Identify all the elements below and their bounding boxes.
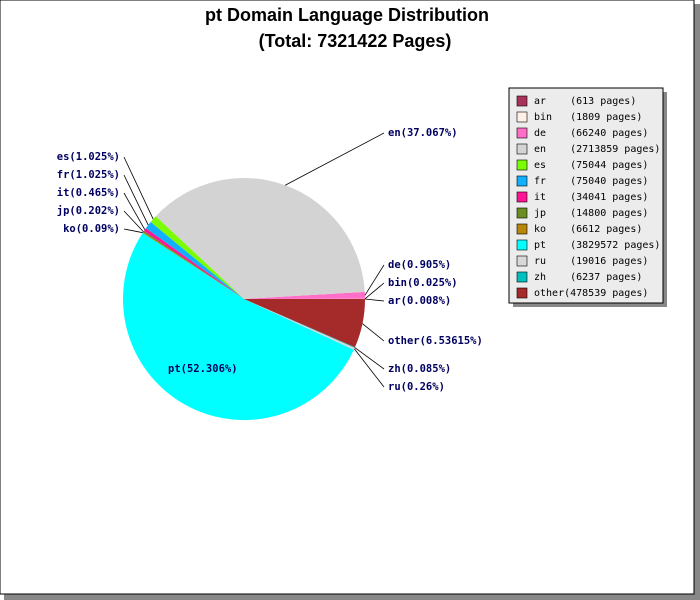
legend-swatch (516, 175, 528, 187)
leader-line (123, 156, 154, 220)
legend-label: fr (75040 pages) (534, 176, 648, 187)
legend-label: bin (1809 pages) (534, 112, 642, 123)
slice-label: en(37.067%) (388, 127, 458, 139)
legend-swatch (516, 223, 528, 235)
leader-line (362, 323, 385, 342)
legend-label: pt (3829572 pages) (534, 240, 660, 251)
legend-label: ru (19016 pages) (534, 256, 648, 267)
legend-swatch (516, 255, 528, 267)
legend-label: ar (613 pages) (534, 96, 636, 107)
legend (508, 87, 664, 304)
legend-label: jp (14800 pages) (534, 208, 648, 219)
leader-line (364, 264, 385, 296)
slice-label: bin(0.025%) (388, 277, 458, 289)
legend-swatch (516, 127, 528, 139)
legend-label: other(478539 pages) (534, 288, 648, 299)
pie-slice (142, 232, 244, 299)
slice-label: zh(0.085%) (388, 363, 451, 375)
legend-swatch (516, 191, 528, 203)
pie-slice (145, 222, 244, 299)
slice-label: other(6.53615%) (388, 335, 483, 347)
legend-label: de (66240 pages) (534, 128, 648, 139)
slice-label: jp(0.202%) (57, 205, 120, 217)
legend-label: it (34041 pages) (534, 192, 648, 203)
legend-swatch (516, 287, 528, 299)
pie-slice (150, 216, 244, 299)
legend-label: ko (6612 pages) (534, 224, 642, 235)
legend-swatch (516, 239, 528, 251)
legend-swatch (516, 111, 528, 123)
chart-title: pt Domain Language Distribution (205, 5, 489, 25)
slice-label: fr(1.025%) (57, 169, 120, 181)
legend-swatch (516, 143, 528, 155)
legend-label: zh (6237 pages) (534, 272, 642, 283)
legend-swatch (516, 271, 528, 283)
legend-swatch (516, 207, 528, 219)
leader-line (353, 348, 385, 388)
slice-label: pt(52.306%) (168, 363, 238, 375)
slice-label: ru(0.26%) (388, 381, 445, 393)
pie-slice (143, 228, 244, 299)
legend-swatch (516, 159, 528, 171)
pie-slice (244, 299, 355, 348)
chart-subtitle: (Total: 7321422 Pages) (259, 31, 452, 51)
slice-label: ko(0.09%) (63, 223, 120, 235)
leader-line (123, 228, 143, 234)
leader-line (123, 210, 144, 233)
leader-line (364, 298, 385, 302)
leader-line (354, 347, 385, 370)
leader-line (123, 174, 149, 226)
pie-slice (142, 231, 244, 299)
pie-slice (244, 291, 365, 299)
pie-slice (122, 232, 354, 421)
slice-label: de(0.905%) (388, 259, 451, 271)
slice-label: ar(0.008%) (388, 295, 451, 307)
leader-line (364, 282, 385, 300)
slice-label: it(0.465%) (57, 187, 120, 199)
legend-label: es (75044 pages) (534, 160, 648, 171)
legend-label: en (2713859 pages) (534, 144, 660, 155)
pie-slice (155, 177, 365, 299)
leader-line (123, 192, 146, 230)
slice-label: es(1.025%) (57, 151, 120, 163)
leader-line (285, 132, 385, 186)
legend-swatch (516, 95, 528, 107)
pie-slice (244, 299, 365, 348)
pie-slice (244, 299, 355, 350)
